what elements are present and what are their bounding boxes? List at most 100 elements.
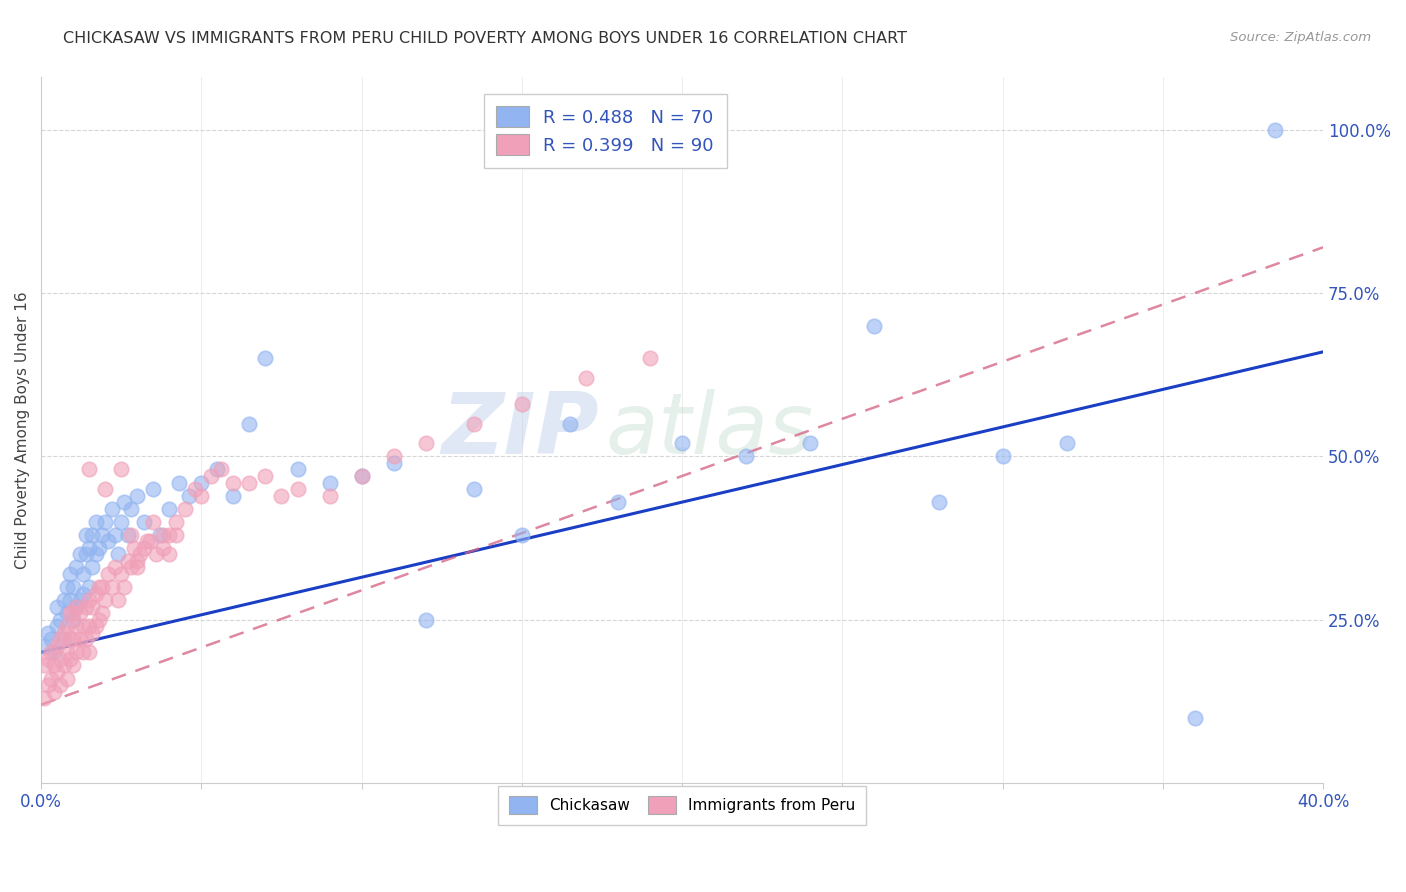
Point — [65, 560, 87, 574]
Point — [165, 528, 187, 542]
Point — [174, 501, 197, 516]
Point — [735, 450, 758, 464]
Point — [167, 475, 190, 490]
Point — [52, 632, 75, 647]
Point — [107, 593, 129, 607]
Point — [222, 489, 245, 503]
Point — [510, 397, 533, 411]
Point — [75, 528, 97, 542]
Point — [84, 547, 107, 561]
Point — [463, 417, 485, 431]
Point — [207, 462, 229, 476]
Point — [39, 645, 62, 659]
Point — [238, 475, 260, 490]
Point — [415, 613, 437, 627]
Point — [254, 469, 277, 483]
Point — [65, 619, 87, 633]
Point — [62, 580, 84, 594]
Point — [72, 566, 94, 581]
Point — [69, 606, 91, 620]
Point — [59, 632, 82, 647]
Point — [114, 495, 136, 509]
Text: Source: ZipAtlas.com: Source: ZipAtlas.com — [1230, 31, 1371, 45]
Point — [55, 619, 77, 633]
Text: ZIP: ZIP — [441, 389, 599, 472]
Point — [97, 534, 120, 549]
Point — [75, 547, 97, 561]
Point — [59, 606, 82, 620]
Point — [82, 599, 104, 614]
Point — [97, 566, 120, 581]
Point — [42, 645, 65, 659]
Text: CHICKASAW VS IMMIGRANTS FROM PERU CHILD POVERTY AMONG BOYS UNDER 16 CORRELATION : CHICKASAW VS IMMIGRANTS FROM PERU CHILD … — [63, 31, 907, 46]
Point — [34, 658, 56, 673]
Point — [200, 469, 222, 483]
Point — [184, 482, 207, 496]
Point — [575, 371, 598, 385]
Point — [72, 619, 94, 633]
Point — [39, 632, 62, 647]
Point — [129, 547, 152, 561]
Point — [120, 528, 142, 542]
Point — [77, 593, 100, 607]
Point — [55, 580, 77, 594]
Point — [72, 645, 94, 659]
Point — [55, 645, 77, 659]
Point — [222, 475, 245, 490]
Point — [65, 645, 87, 659]
Point — [157, 547, 180, 561]
Point — [142, 482, 165, 496]
Point — [638, 351, 661, 366]
Point — [350, 469, 373, 483]
Point — [91, 606, 114, 620]
Point — [152, 541, 174, 555]
Point — [415, 436, 437, 450]
Point — [59, 652, 82, 666]
Point — [62, 658, 84, 673]
Point — [75, 599, 97, 614]
Point — [287, 462, 309, 476]
Point — [135, 534, 157, 549]
Point — [69, 632, 91, 647]
Point — [94, 515, 117, 529]
Point — [510, 528, 533, 542]
Y-axis label: Child Poverty Among Boys Under 16: Child Poverty Among Boys Under 16 — [15, 292, 30, 569]
Point — [82, 560, 104, 574]
Point — [145, 547, 167, 561]
Point — [91, 580, 114, 594]
Point — [1264, 122, 1286, 136]
Point — [558, 417, 581, 431]
Point — [72, 586, 94, 600]
Point — [37, 652, 59, 666]
Point — [62, 606, 84, 620]
Point — [120, 560, 142, 574]
Point — [100, 580, 122, 594]
Point — [110, 462, 132, 476]
Point — [104, 528, 127, 542]
Point — [77, 541, 100, 555]
Point — [607, 495, 630, 509]
Point — [318, 475, 340, 490]
Point — [149, 528, 172, 542]
Point — [42, 658, 65, 673]
Point — [55, 672, 77, 686]
Point — [77, 645, 100, 659]
Point — [132, 515, 155, 529]
Point — [127, 554, 149, 568]
Point — [77, 462, 100, 476]
Point — [52, 625, 75, 640]
Point — [82, 625, 104, 640]
Point — [287, 482, 309, 496]
Point — [62, 613, 84, 627]
Point — [254, 351, 277, 366]
Point — [91, 528, 114, 542]
Point — [49, 632, 72, 647]
Point — [190, 475, 212, 490]
Point — [34, 639, 56, 653]
Point — [127, 560, 149, 574]
Point — [799, 436, 821, 450]
Point — [46, 665, 69, 679]
Text: atlas: atlas — [605, 389, 813, 472]
Point — [87, 613, 110, 627]
Point — [863, 318, 886, 333]
